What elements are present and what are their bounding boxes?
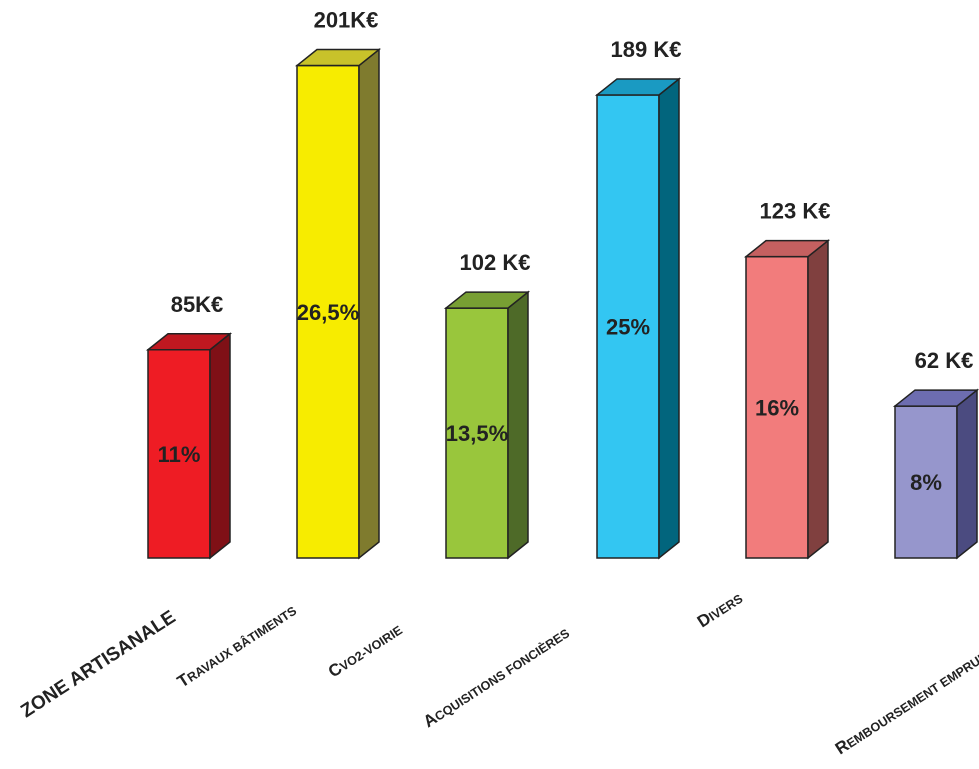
percent-label: 25% bbox=[606, 314, 650, 339]
bar-top bbox=[743, 239, 831, 258]
category-label: CVO2-VOIRIE bbox=[325, 620, 406, 682]
percent-label: 8% bbox=[910, 470, 942, 495]
value-label: 189 K€ bbox=[611, 37, 682, 62]
value-label: 62 K€ bbox=[915, 348, 974, 373]
percent-label: 13,5% bbox=[446, 421, 508, 446]
bar-top bbox=[892, 389, 979, 407]
value-label: 123 K€ bbox=[760, 199, 831, 224]
category-label: ZONE ARTISANALE bbox=[17, 607, 179, 723]
percent-label: 16% bbox=[755, 395, 799, 420]
bar-side bbox=[209, 332, 231, 560]
value-label: 102 K€ bbox=[460, 250, 531, 275]
bar bbox=[147, 349, 211, 559]
bar-side bbox=[956, 388, 978, 560]
value-label: 201K€ bbox=[314, 8, 379, 33]
bar-top bbox=[594, 78, 682, 96]
bar-group bbox=[443, 290, 531, 560]
bar-side bbox=[658, 77, 680, 560]
category-label: TRAVAUX BÂTIMENTS bbox=[174, 600, 300, 691]
bar bbox=[596, 94, 660, 559]
bar-top bbox=[443, 291, 531, 309]
bar-group bbox=[594, 77, 682, 560]
category-label: DIVERS bbox=[694, 588, 746, 631]
bar-side bbox=[807, 239, 829, 560]
bar-group bbox=[743, 239, 831, 560]
bar-side bbox=[358, 47, 380, 560]
bar-top bbox=[145, 333, 233, 351]
bar-group bbox=[892, 388, 979, 560]
value-label: 85K€ bbox=[171, 292, 224, 317]
category-label: REMBOURSEMENT EMPRUNTS bbox=[832, 637, 979, 758]
bar bbox=[745, 255, 809, 559]
percent-label: 11% bbox=[158, 442, 201, 467]
percent-label: 26,5% bbox=[297, 300, 359, 325]
category-label: ACQUISITIONS FONCIÈRES bbox=[420, 623, 573, 731]
bar-group bbox=[294, 47, 382, 560]
bar-side bbox=[507, 290, 529, 560]
bar-top bbox=[294, 48, 382, 67]
bar-group bbox=[145, 332, 233, 560]
bar bbox=[894, 405, 958, 559]
